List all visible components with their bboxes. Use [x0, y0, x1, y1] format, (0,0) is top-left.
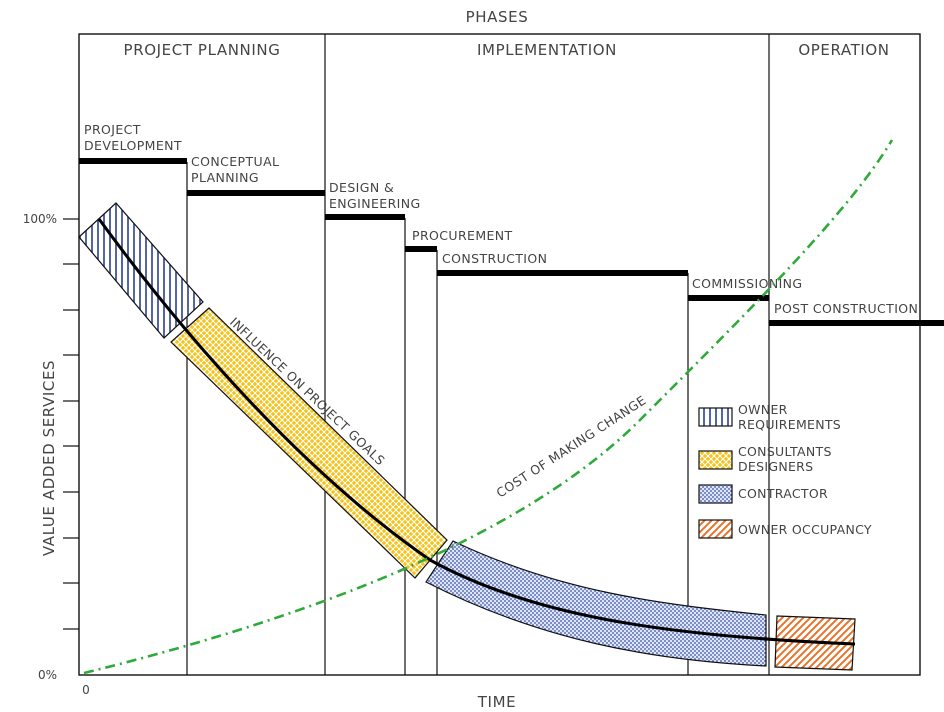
band-consultants-designers [170, 307, 448, 579]
stage-label-development: DEVELOPMENT [84, 138, 182, 153]
stage-bars [79, 158, 944, 326]
x-axis-label: TIME [477, 693, 516, 711]
legend-owner-line1: OWNER [738, 402, 788, 417]
cost-curve-label: COST OF MAKING CHANGE [493, 392, 648, 500]
legend-swatch-contractor [698, 484, 733, 504]
stage-label-conceptual: CONCEPTUAL [191, 154, 279, 169]
band-owner-requirements [78, 202, 204, 339]
legend-contractor: CONTRACTOR [738, 486, 828, 501]
legend-swatch-occupancy [698, 519, 733, 539]
stage-label-procurement: PROCUREMENT [412, 228, 513, 243]
y-axis-label: VALUE ADDED SERVICES [40, 360, 58, 556]
stage-label-engineering: ENGINEERING [329, 196, 421, 211]
band-contractor [425, 540, 767, 667]
legend-consultants-line1: CONSULTANTS [738, 444, 832, 459]
cost-of-change-curve [83, 139, 894, 675]
stage-columns [186, 162, 689, 675]
legend-consultants-line2: DESIGNERS [738, 459, 813, 474]
influence-curve [97, 218, 856, 646]
stage-label-design: DESIGN & [329, 180, 394, 195]
stage-label-commissioning: COMMISSIONING [692, 276, 803, 291]
y-axis-ticks [63, 218, 79, 630]
legend-swatch-consultants [698, 450, 733, 470]
phases-header: PHASES [466, 8, 529, 26]
legend: OWNER REQUIREMENTS CONSULTANTS DESIGNERS… [698, 402, 872, 539]
legend-occupancy: OWNER OCCUPANCY [738, 522, 872, 537]
legend-owner-line2: REQUIREMENTS [738, 417, 841, 432]
legend-swatch-owner [698, 407, 733, 427]
stage-label-post-construction: POST CONSTRUCTION [774, 301, 918, 316]
stage-label-construction: CONSTRUCTION [442, 251, 547, 266]
stage-label-planning: PLANNING [191, 170, 259, 185]
phase-title-project-planning: PROJECT PLANNING [124, 41, 281, 59]
y-tick-label-0: 0% [38, 668, 57, 682]
y-tick-label-100: 100% [23, 212, 57, 226]
phase-title-operation: OPERATION [798, 41, 889, 59]
phase-title-implementation: IMPLEMENTATION [477, 41, 617, 59]
stage-label-project: PROJECT [84, 122, 141, 137]
x-origin-label: 0 [82, 683, 90, 697]
